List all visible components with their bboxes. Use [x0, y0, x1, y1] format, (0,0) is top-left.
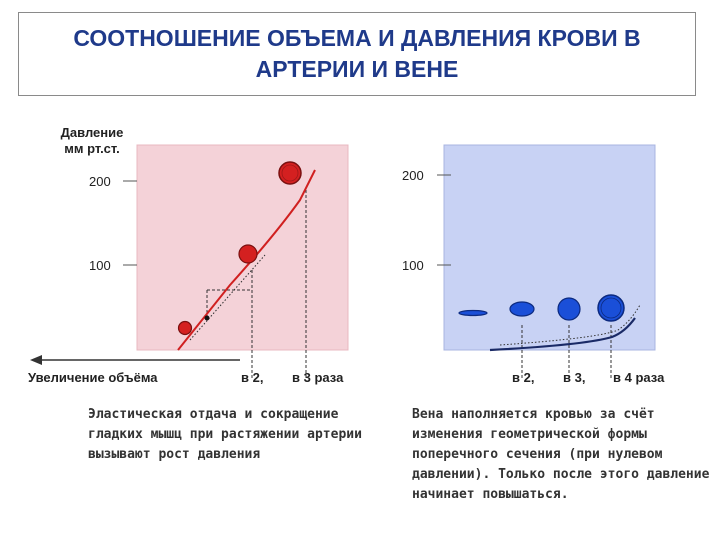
y-label-line1: Давление: [60, 125, 124, 140]
artery-mark-2x: в 2,: [241, 370, 264, 385]
vein-tick-200: 200: [402, 168, 424, 183]
artery-tick-200: 200: [89, 174, 111, 189]
vein-caption: Вена наполняется кровью за счёт изменени…: [412, 407, 710, 502]
vein-vessel-flat: [458, 309, 488, 317]
vein-mark-4x: в 4 раза: [613, 370, 665, 385]
vein-vessel-round: [557, 297, 581, 321]
artery-caption: Эластическая отдача и сокращение гладких…: [88, 407, 362, 462]
vein-dotted-line: [499, 304, 641, 346]
vein-panel: [443, 144, 656, 351]
page-title: СООТНОШЕНИЕ ОБЪЕМА И ДАВЛЕНИЯ КРОВИ В АР…: [73, 25, 641, 82]
y-label-line2: мм рт.ст.: [64, 141, 120, 156]
vein-mark-3x: в 3,: [563, 370, 586, 385]
artery-mark-3x: в 3 раза: [292, 370, 344, 385]
artery-vessel-small: [177, 320, 193, 336]
artery-vessel-large-inner: [281, 164, 299, 182]
x-axis-label: Увеличение объёма: [28, 370, 158, 385]
artery-dotted-line: [189, 254, 266, 341]
vein-tick-100: 100: [402, 258, 424, 273]
x-axis-arrow-head: [30, 355, 42, 365]
vein-mark-2x: в 2,: [512, 370, 535, 385]
vein-vessel-large-inner: [600, 297, 622, 319]
artery-point-dot: [204, 315, 210, 321]
artery-y-axis-label: Давление мм рт.ст.: [38, 125, 146, 157]
title-box: СООТНОШЕНИЕ ОБЪЕМА И ДАВЛЕНИЯ КРОВИ В АР…: [18, 12, 696, 96]
artery-tick-100: 100: [89, 258, 111, 273]
artery-vessel-medium: [238, 244, 258, 264]
artery-pressure-curve: [177, 169, 316, 351]
vein-vessel-large: [597, 294, 625, 322]
vein-pressure-curve: [489, 317, 636, 352]
vein-vessel-oval: [509, 301, 535, 317]
